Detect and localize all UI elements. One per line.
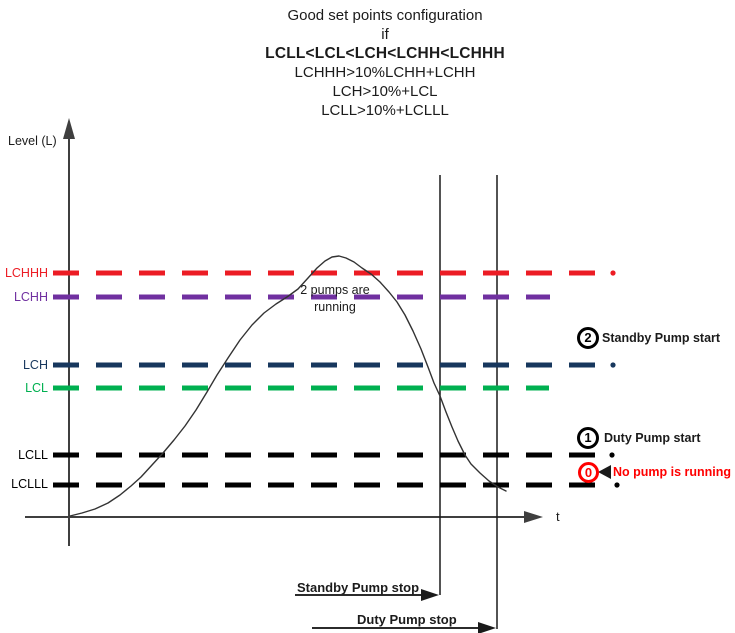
title-line-1: Good set points configuration — [287, 7, 483, 24]
standby-pump-stop-label: Standby Pump stop — [297, 580, 420, 595]
level-label-lch: LCH — [22, 358, 48, 372]
no-pump-left-arrow-icon — [598, 465, 611, 479]
two-pumps-note-line-1: 2 pumps are — [300, 283, 370, 297]
duty-stop-arrow-icon — [478, 622, 496, 633]
level-line-lch-end-dot — [610, 362, 616, 368]
title-formula-1: LCHHH>10%LCHH+LCHH — [294, 64, 476, 81]
title-line-2: if — [381, 26, 389, 43]
standby-pump-start-badge: 2 — [577, 327, 599, 349]
no-pump-badge: 0 — [578, 462, 599, 483]
x-axis-arrow-icon — [524, 511, 543, 523]
title-condition: LCLL<LCL<LCH<LCHH<LCHHH — [265, 45, 505, 62]
duty-pump-start-badge: 1 — [577, 427, 599, 449]
level-line-lcll-end-dot — [609, 452, 615, 458]
duty-pump-start-label: Duty Pump start — [604, 431, 701, 445]
title-formula-2: LCH>10%+LCL — [332, 83, 438, 100]
level-label-lcl: LCL — [25, 381, 48, 395]
level-line-lclll-end-dot — [614, 482, 620, 488]
no-pump-label: No pump is running — [613, 465, 732, 479]
standby-stop-arrow-icon — [421, 589, 439, 601]
x-axis-label: t — [556, 509, 560, 524]
level-line-lchhh-end-dot — [610, 270, 616, 276]
level-label-lcll: LCLL — [18, 448, 48, 462]
level-label-lclll: LCLLL — [11, 477, 48, 491]
y-axis-label: Level (L) — [8, 134, 57, 148]
standby-pump-start-label: Standby Pump start — [602, 331, 721, 345]
level-label-lchhh: LCHHH — [4, 266, 48, 280]
level-curve — [69, 255, 507, 517]
duty-pump-stop-label: Duty Pump stop — [357, 612, 457, 627]
level-label-lchh: LCHH — [13, 290, 48, 304]
y-axis-arrow-icon — [63, 118, 75, 139]
title-block: Good set points configuration if LCLL<LC… — [185, 6, 585, 120]
title-formula-3: LCLL>10%+LCLLL — [321, 102, 449, 119]
two-pumps-note-line-2: running — [314, 300, 356, 314]
